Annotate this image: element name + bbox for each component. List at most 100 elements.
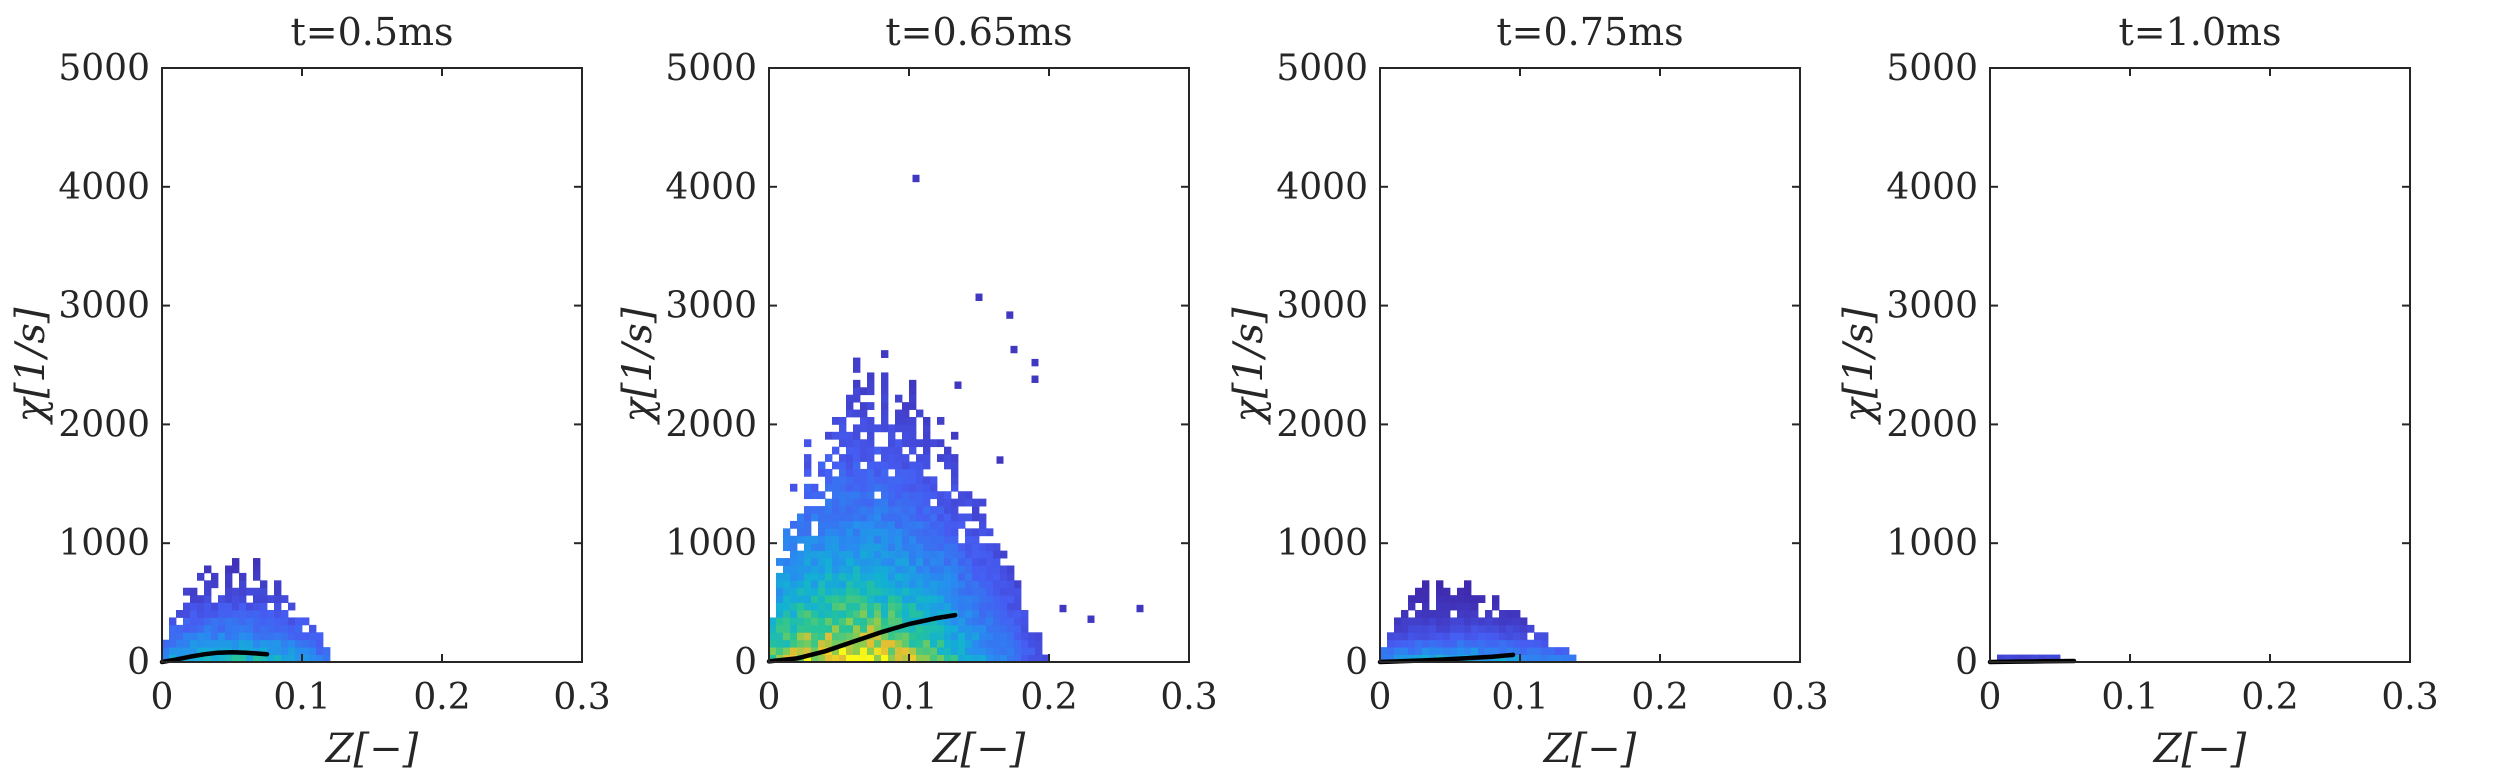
- density-cell: [902, 602, 910, 611]
- density-cell: [295, 617, 303, 626]
- density-cell: [1014, 639, 1022, 648]
- density-cell: [874, 535, 882, 544]
- density-cell: [951, 647, 959, 655]
- density-cell: [944, 610, 952, 618]
- density-cell: [190, 587, 198, 596]
- density-cell: [1007, 602, 1015, 611]
- density-cell: [965, 528, 973, 537]
- density-cell: [930, 572, 938, 581]
- density-cell: [881, 379, 889, 388]
- density-cell: [860, 587, 868, 596]
- y-tick-label: 4000: [58, 167, 150, 208]
- density-cell: [839, 543, 847, 552]
- density-cell: [867, 372, 875, 381]
- density-cell: [860, 572, 868, 581]
- density-cell: [958, 602, 966, 611]
- density-cell: [958, 565, 966, 574]
- density-cell: [1401, 624, 1409, 633]
- density-cell: [881, 639, 889, 648]
- density-cell: [993, 558, 1001, 566]
- density-cell: [965, 580, 973, 589]
- density-cell: [860, 639, 868, 648]
- density-cell: [958, 498, 966, 507]
- density-cell: [965, 632, 973, 641]
- density-cell: [1028, 632, 1036, 641]
- density-cell: [951, 431, 959, 440]
- density-cell: [1471, 624, 1479, 633]
- density-cell: [979, 513, 987, 522]
- density-cell: [1007, 610, 1015, 618]
- density-cell: [930, 506, 938, 514]
- axes-frame: [768, 67, 1190, 663]
- density-cell: [846, 454, 854, 462]
- density-cell: [867, 454, 875, 462]
- density-cell: [888, 483, 896, 492]
- density-cell: [916, 558, 924, 566]
- density-cell: [846, 587, 854, 596]
- density-cell: [797, 587, 805, 596]
- density-cell: [965, 535, 973, 544]
- density-cell: [937, 416, 945, 425]
- density-cell: [1422, 580, 1430, 589]
- density-cell: [783, 632, 791, 641]
- density-cell: [867, 468, 875, 477]
- density-cell: [944, 617, 952, 626]
- density-cell: [853, 365, 861, 373]
- density-cell: [183, 624, 191, 633]
- density-cell: [902, 402, 910, 410]
- density-cell: [832, 491, 840, 500]
- density-cell: [923, 528, 931, 537]
- density-cell: [825, 550, 833, 559]
- density-cell: [832, 461, 840, 470]
- density-cell: [972, 654, 980, 663]
- density-cell: [1408, 624, 1416, 633]
- density-cell: [1443, 647, 1451, 655]
- density-cell: [783, 610, 791, 618]
- density-cell: [902, 461, 910, 470]
- density-cell: [232, 639, 240, 648]
- density-cell: [979, 558, 987, 566]
- panel-title: t=0.65ms: [885, 10, 1072, 54]
- density-cell: [860, 565, 868, 574]
- x-tick-label: 0: [1979, 677, 2002, 718]
- density-cell: [874, 476, 882, 485]
- density-cell: [839, 506, 847, 514]
- density-cell: [818, 580, 826, 589]
- density-cell: [1520, 624, 1528, 633]
- density-cell: [853, 424, 861, 433]
- density-cell: [916, 513, 924, 522]
- density-cell: [860, 491, 868, 500]
- density-cell: [1569, 654, 1577, 663]
- density-cell: [867, 580, 875, 589]
- density-cell: [1457, 624, 1465, 633]
- density-cell: [267, 632, 275, 641]
- density-cell: [979, 624, 987, 633]
- density-cell: [881, 520, 889, 529]
- density-cell: [1401, 610, 1409, 618]
- density-cell: [1450, 595, 1458, 603]
- density-cell: [958, 580, 966, 589]
- density-cell: [972, 513, 980, 522]
- density-cell: [965, 491, 973, 500]
- density-cell: [1014, 580, 1022, 589]
- density-cell: [239, 639, 247, 648]
- density-cell: [260, 602, 268, 611]
- density-cell: [895, 416, 903, 425]
- density-cell: [916, 535, 924, 544]
- density-cell: [1422, 587, 1430, 596]
- density-cell: [825, 431, 833, 440]
- density-cell: [190, 647, 198, 655]
- density-cell: [804, 610, 812, 618]
- density-cell: [232, 624, 240, 633]
- density-cell: [790, 483, 798, 492]
- density-cell: [846, 476, 854, 485]
- density-cell: [790, 535, 798, 544]
- density-cell: [1422, 617, 1430, 626]
- density-cell: [888, 558, 896, 566]
- density-cell: [225, 565, 233, 574]
- density-cell: [909, 565, 917, 574]
- density-cell: [888, 595, 896, 603]
- density-cell: [909, 543, 917, 552]
- density-cell: [909, 402, 917, 410]
- density-cell: [295, 654, 303, 663]
